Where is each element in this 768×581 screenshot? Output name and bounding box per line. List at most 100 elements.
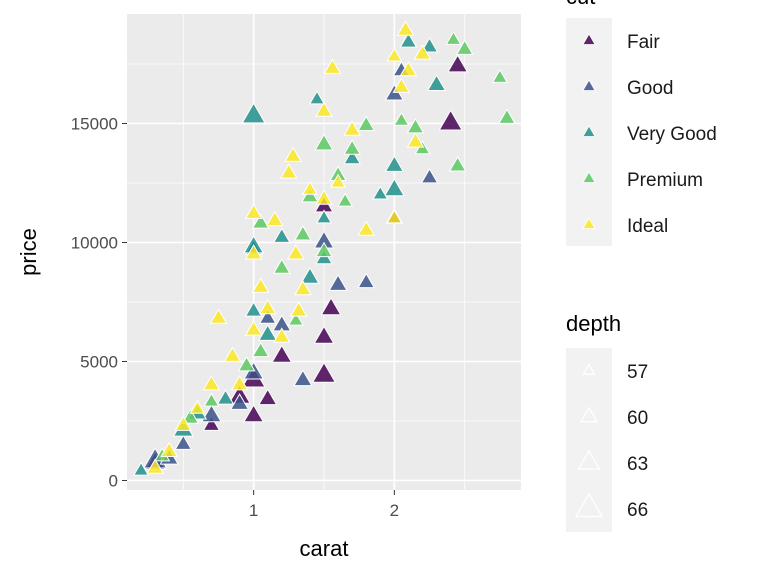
point-ideal	[357, 220, 376, 236]
point-ideal	[258, 298, 277, 315]
point-premium	[237, 355, 256, 372]
legend-size-item-57: 57	[582, 362, 648, 383]
point-very-good	[426, 74, 447, 91]
point-ideal	[294, 279, 312, 296]
legend-key-triangle	[582, 217, 596, 229]
legend-item-label: Fair	[627, 32, 660, 53]
legend-size-triangle	[577, 449, 601, 470]
point-ideal	[202, 375, 221, 391]
point-premium	[448, 156, 467, 172]
point-premium	[181, 408, 200, 424]
point-ideal	[396, 20, 415, 36]
legend-key-triangle	[582, 79, 596, 91]
point-ideal	[284, 146, 302, 162]
point-fair	[271, 344, 293, 363]
legend-cut-title: cut	[566, 0, 595, 9]
legend-size-item-66: 66	[574, 492, 648, 521]
point-ideal	[413, 44, 432, 60]
point-premium	[251, 341, 270, 358]
point-ideal	[244, 203, 263, 220]
point-ideal	[272, 327, 291, 343]
point-fair	[447, 54, 469, 73]
x-axis-title: carat	[300, 536, 349, 561]
x-tick-label: 1	[249, 501, 258, 520]
point-ideal	[146, 458, 165, 474]
point-premium	[357, 115, 376, 131]
legend-item-fair: Fair	[582, 32, 660, 53]
legend-item-label: Ideal	[627, 216, 668, 237]
point-fair	[320, 296, 342, 316]
point-very-good	[383, 177, 405, 197]
y-tick-label: 5000	[80, 352, 118, 371]
point-ideal	[289, 301, 308, 317]
point-fair	[243, 404, 265, 423]
point-fair	[258, 388, 278, 406]
legend-item-ideal: Ideal	[582, 216, 668, 237]
point-ideal	[301, 180, 318, 195]
point-ideal	[279, 163, 298, 179]
point-fair	[438, 109, 463, 131]
point-good	[174, 434, 193, 450]
point-very-good	[241, 102, 266, 124]
point-very-good	[343, 148, 362, 165]
point-ideal	[315, 101, 333, 117]
point-ideal	[386, 47, 403, 62]
point-ideal	[286, 244, 305, 260]
point-fair	[313, 325, 335, 344]
point-premium	[337, 192, 354, 207]
point-premium	[315, 241, 333, 258]
point-ideal	[392, 77, 411, 93]
point-ideal	[315, 189, 333, 205]
point-premium	[343, 139, 362, 155]
y-axis-title: price	[16, 228, 41, 276]
legend-depth-keys-background	[566, 348, 612, 532]
legend-item-very-good: Very Good	[582, 124, 717, 145]
legend-size-label: 66	[627, 500, 648, 521]
point-very-good	[244, 301, 263, 317]
point-ideal	[399, 60, 418, 77]
point-very-good	[315, 209, 333, 224]
point-ideal	[230, 375, 249, 391]
point-ideal	[406, 132, 425, 148]
legend-depth: depth 57 60 63 66	[566, 311, 648, 532]
point-very-good	[372, 185, 389, 200]
point-ideal	[386, 209, 403, 224]
legend-item-premium: Premium	[582, 170, 703, 191]
point-premium	[498, 108, 516, 124]
legend-item-label: Good	[627, 78, 673, 99]
point-very-good	[399, 32, 418, 48]
point-premium	[251, 213, 270, 229]
legend-item-label: Premium	[627, 170, 703, 191]
point-very-good	[384, 155, 405, 172]
point-very-good	[420, 37, 439, 53]
point-ideal	[323, 58, 342, 74]
point-premium	[455, 39, 474, 55]
point-premium	[393, 111, 410, 126]
point-premium	[491, 68, 508, 83]
point-good	[420, 167, 439, 184]
point-ideal	[209, 308, 228, 324]
point-ideal	[343, 120, 362, 136]
y-tick-label: 0	[109, 471, 118, 490]
point-ideal	[251, 277, 270, 293]
point-very-good	[272, 227, 291, 243]
axes: 1 2 0 5000 10000 15000	[71, 114, 399, 520]
x-tick-label: 2	[390, 501, 399, 520]
point-very-good	[300, 266, 320, 284]
point-good	[258, 308, 277, 324]
point-very-good	[133, 461, 150, 476]
legend-size-label: 63	[627, 454, 648, 475]
legend-item-label: Very Good	[627, 124, 717, 145]
data-points	[133, 20, 516, 476]
point-premium	[287, 311, 304, 326]
y-tick-label: 10000	[71, 233, 118, 252]
point-good	[229, 393, 250, 410]
legend-depth-title: depth	[566, 311, 621, 336]
legend-size-triangle	[574, 492, 604, 518]
point-premium	[314, 133, 334, 151]
point-ideal	[160, 441, 179, 458]
point-ideal	[174, 415, 193, 431]
point-premium	[272, 258, 291, 274]
legend-size-label: 60	[627, 408, 648, 429]
